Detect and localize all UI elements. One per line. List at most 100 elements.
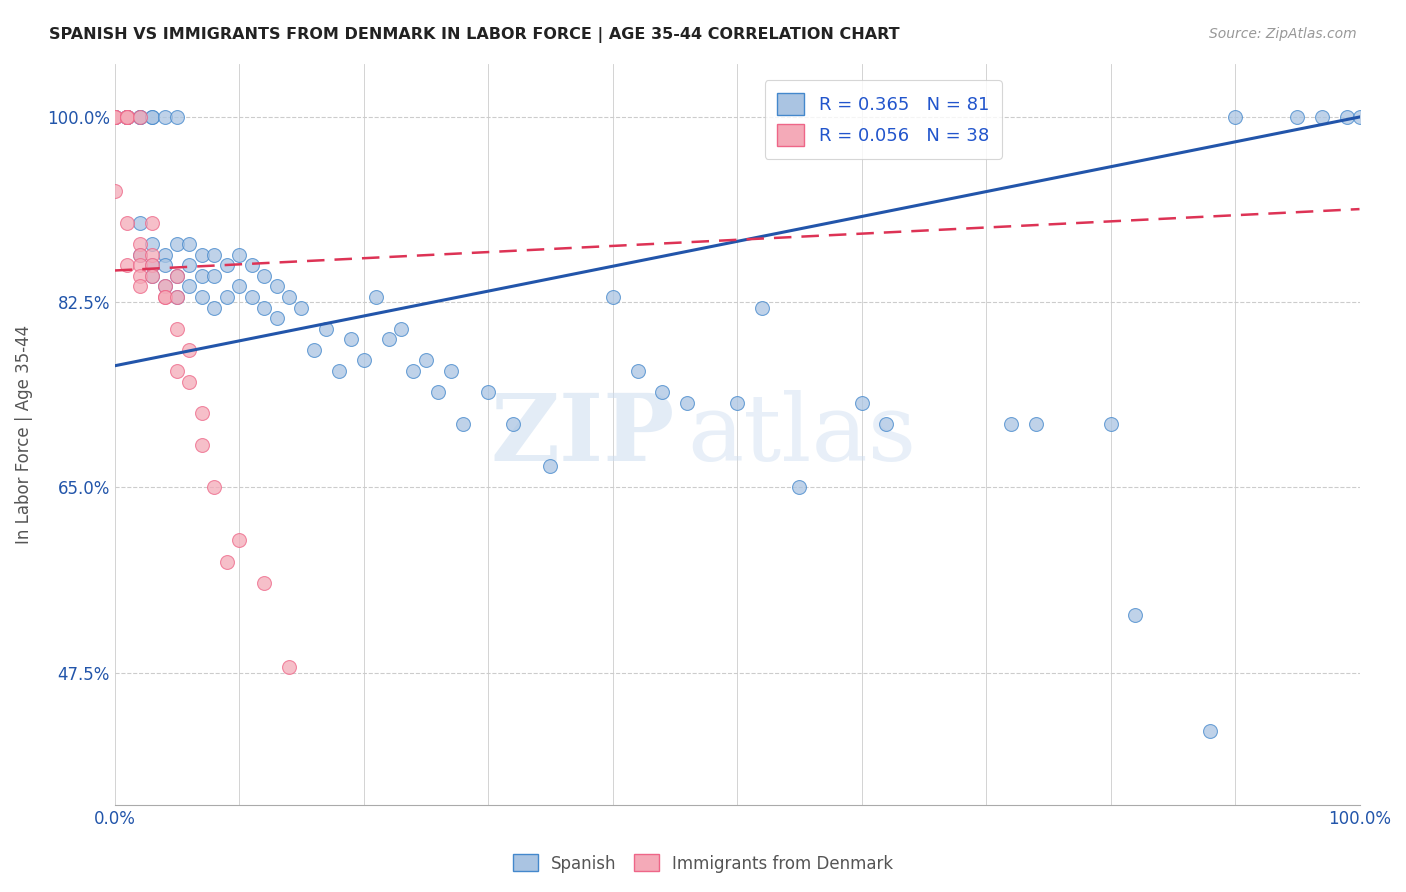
Point	[278, 660, 301, 674]
Point	[290, 301, 312, 315]
Point	[128, 110, 150, 124]
Point	[115, 110, 138, 124]
Point	[228, 279, 250, 293]
Point	[141, 247, 163, 261]
Point	[725, 396, 748, 410]
Point	[602, 290, 624, 304]
Point	[202, 268, 225, 283]
Point	[128, 110, 150, 124]
Point	[115, 110, 138, 124]
Point	[302, 343, 325, 357]
Point	[440, 364, 463, 378]
Point	[266, 311, 288, 326]
Point	[153, 279, 176, 293]
Point	[115, 258, 138, 272]
Text: SPANISH VS IMMIGRANTS FROM DENMARK IN LABOR FORCE | AGE 35-44 CORRELATION CHART: SPANISH VS IMMIGRANTS FROM DENMARK IN LA…	[49, 27, 900, 43]
Point	[179, 258, 201, 272]
Point	[240, 290, 263, 304]
Point	[115, 110, 138, 124]
Point	[141, 216, 163, 230]
Legend: Spanish, Immigrants from Denmark: Spanish, Immigrants from Denmark	[506, 847, 900, 880]
Point	[141, 258, 163, 272]
Point	[128, 268, 150, 283]
Point	[115, 110, 138, 124]
Point	[128, 247, 150, 261]
Point	[128, 279, 150, 293]
Point	[789, 481, 811, 495]
Point	[153, 290, 176, 304]
Point	[215, 555, 238, 569]
Point	[141, 258, 163, 272]
Point	[1336, 110, 1358, 124]
Point	[179, 375, 201, 389]
Point	[115, 110, 138, 124]
Point	[153, 279, 176, 293]
Point	[191, 268, 214, 283]
Point	[166, 268, 188, 283]
Point	[366, 290, 388, 304]
Point	[115, 110, 138, 124]
Point	[141, 110, 163, 124]
Point	[115, 110, 138, 124]
Point	[278, 290, 301, 304]
Point	[128, 216, 150, 230]
Point	[166, 268, 188, 283]
Point	[153, 290, 176, 304]
Point	[228, 247, 250, 261]
Point	[228, 533, 250, 548]
Point	[377, 332, 399, 346]
Point	[876, 417, 898, 431]
Point	[153, 247, 176, 261]
Point	[141, 268, 163, 283]
Point	[651, 385, 673, 400]
Point	[1348, 110, 1371, 124]
Point	[389, 322, 412, 336]
Point	[115, 110, 138, 124]
Point	[215, 290, 238, 304]
Point	[104, 184, 127, 198]
Point	[166, 322, 188, 336]
Point	[191, 247, 214, 261]
Point	[179, 237, 201, 252]
Point	[128, 110, 150, 124]
Point	[851, 396, 873, 410]
Point	[1025, 417, 1047, 431]
Point	[166, 237, 188, 252]
Point	[538, 459, 561, 474]
Point	[202, 247, 225, 261]
Point	[104, 110, 127, 124]
Text: Source: ZipAtlas.com: Source: ZipAtlas.com	[1209, 27, 1357, 41]
Point	[676, 396, 699, 410]
Point	[104, 110, 127, 124]
Point	[115, 216, 138, 230]
Point	[1099, 417, 1122, 431]
Point	[104, 110, 127, 124]
Point	[1286, 110, 1309, 124]
Point	[166, 110, 188, 124]
Point	[104, 110, 127, 124]
Point	[751, 301, 773, 315]
Point	[1310, 110, 1333, 124]
Point	[104, 110, 127, 124]
Point	[240, 258, 263, 272]
Point	[1000, 417, 1022, 431]
Point	[128, 247, 150, 261]
Point	[328, 364, 350, 378]
Point	[253, 268, 276, 283]
Point	[427, 385, 450, 400]
Y-axis label: In Labor Force | Age 35-44: In Labor Force | Age 35-44	[15, 325, 32, 544]
Point	[315, 322, 337, 336]
Point	[141, 268, 163, 283]
Point	[191, 290, 214, 304]
Point	[477, 385, 499, 400]
Point	[1223, 110, 1246, 124]
Point	[402, 364, 425, 378]
Point	[191, 406, 214, 420]
Point	[128, 237, 150, 252]
Point	[166, 364, 188, 378]
Point	[253, 301, 276, 315]
Point	[191, 438, 214, 452]
Point	[202, 301, 225, 315]
Point	[166, 290, 188, 304]
Point	[153, 110, 176, 124]
